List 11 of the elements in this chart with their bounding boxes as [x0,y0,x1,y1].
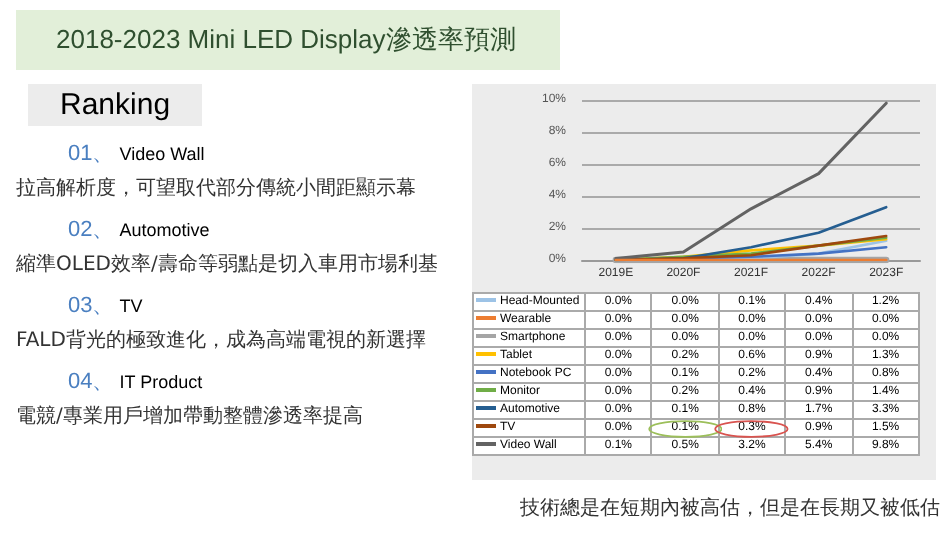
text: Ranking [28,84,203,126]
text: 2018-2023 Mini LED Display滲透率預測 [16,10,560,70]
text: 03、TV [68,292,145,320]
text: FALD背光的極致進化，成為高端電視的新選擇 [16,327,428,354]
text: 04、IT Product [68,368,205,396]
text: 縮準OLED效率/壽命等弱點是切入車用市場利基 [16,251,440,278]
text: 技術總是在短期內被高估，但是在長期又被低估 [520,495,940,522]
text: 01、Video Wall [68,140,207,168]
text: 電競/專業用戶增加帶動整體滲透率提高 [16,403,365,430]
text: 拉高解析度，可望取代部分傳統小間距顯示幕 [16,175,418,202]
text: 02、Automotive [68,216,212,244]
